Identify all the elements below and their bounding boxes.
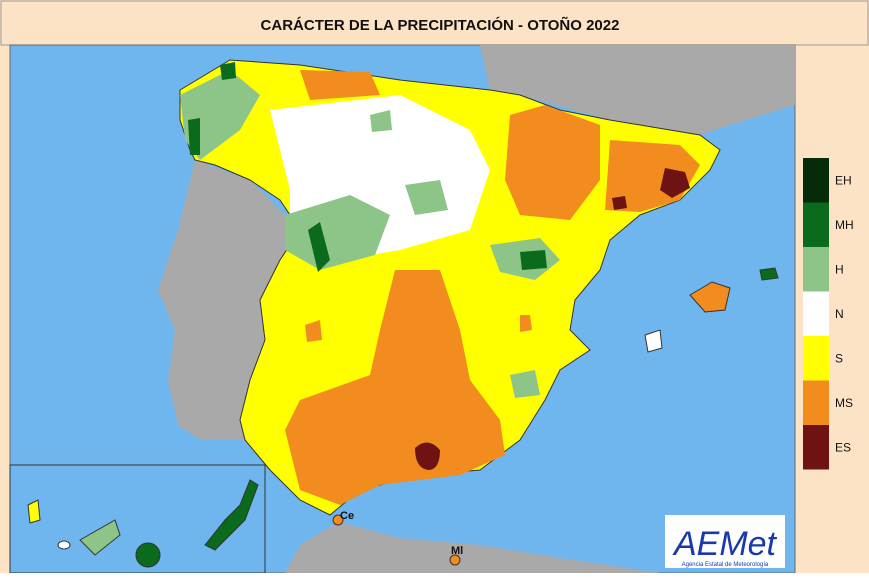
legend-swatch xyxy=(803,247,829,292)
la-gomera xyxy=(57,540,71,550)
legend: EH MH H N S MS ES xyxy=(803,158,854,470)
map: Ce Ml AEMet Agencia Estatal de Meteorolo… xyxy=(9,44,796,574)
la-palma xyxy=(27,499,41,524)
melilla xyxy=(449,554,461,566)
portugal xyxy=(158,160,300,440)
legend-swatch xyxy=(803,336,829,381)
place-label: Ce xyxy=(340,510,354,522)
logo: AEMet xyxy=(672,525,778,563)
legend-label: N xyxy=(835,307,844,321)
ibiza xyxy=(644,329,663,353)
africa xyxy=(285,522,660,573)
logo-subtitle: Agencia Estatal de Meteorología xyxy=(682,562,769,568)
legend-label: ES xyxy=(835,440,851,454)
logo-box xyxy=(665,515,785,568)
title-bar xyxy=(0,0,869,46)
mallorca xyxy=(689,281,731,313)
gran-canaria xyxy=(135,542,161,568)
legend-label: EH xyxy=(835,173,852,187)
fuerteventura xyxy=(204,479,259,551)
ceuta xyxy=(332,514,344,526)
legend-swatch xyxy=(803,291,829,336)
legend-swatch xyxy=(803,425,829,470)
legend-label: H xyxy=(835,262,844,276)
place-label: Ml xyxy=(451,545,463,557)
legend-label: MH xyxy=(835,218,854,232)
menorca xyxy=(759,267,779,281)
humid-area xyxy=(180,70,560,398)
legend-swatch xyxy=(803,158,829,203)
tenerife xyxy=(79,519,121,556)
map-title: CARÁCTER DE LA PRECIPITACIÓN - OTOÑO 202… xyxy=(261,16,620,34)
legend-swatch xyxy=(803,202,829,247)
legend-label: S xyxy=(835,351,843,365)
very-dry-area xyxy=(285,70,700,505)
legend-swatch xyxy=(803,380,829,425)
legend-label: MS xyxy=(835,396,853,410)
france xyxy=(480,45,795,135)
